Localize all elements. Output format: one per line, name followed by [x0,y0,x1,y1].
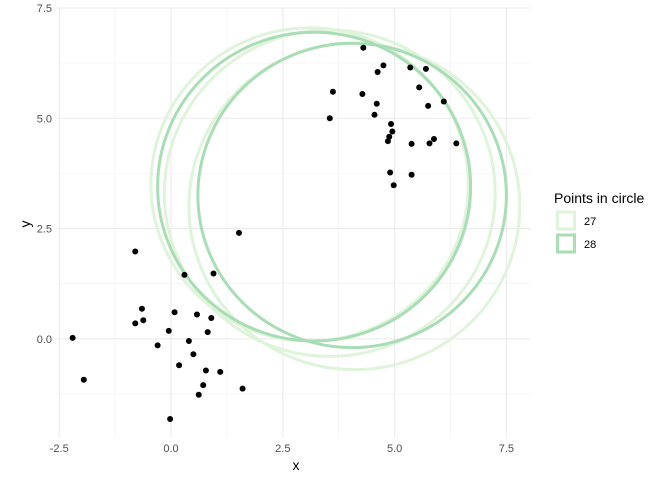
legend-key-28 [556,233,576,254]
data-point [210,270,217,277]
data-point [440,98,447,105]
circle-27 [162,28,497,358]
data-point [217,368,224,375]
data-point [426,140,433,147]
data-point [200,382,207,389]
data-point [193,311,200,318]
data-point [422,65,429,72]
x-axis-title: x [293,457,300,473]
data-point [80,376,87,383]
data-point [373,100,380,107]
x-tick-label: 7.5 [499,443,514,455]
data-point [185,337,192,344]
legend-key-27 [556,210,576,231]
data-point [195,391,202,398]
circles-layer [149,26,522,372]
data-point [204,329,211,336]
data-point [386,133,393,140]
data-point [425,102,432,109]
circle-28 [196,41,508,350]
data-point [380,62,387,69]
data-point [202,367,209,374]
data-point [239,385,246,392]
y-tick-label: 0.0 [37,334,52,346]
y-tick-label: 2.5 [37,224,52,236]
y-tick-label: 5.0 [37,113,52,125]
data-point [171,309,178,316]
data-point [408,171,415,178]
data-point [69,334,76,341]
data-point [360,44,367,51]
y-tick-label: 7.5 [37,3,52,15]
data-point [387,169,394,176]
data-point [132,320,139,327]
data-point [176,362,183,369]
data-point [388,120,395,127]
data-point [390,182,397,189]
y-axis-title: y [17,221,33,228]
data-point [154,342,161,349]
data-point [329,88,336,95]
data-point [167,416,174,423]
data-point [235,229,242,236]
data-point [407,64,414,71]
legend-label: 28 [584,239,596,251]
x-tick-label: -2.5 [50,443,69,455]
data-point [326,115,333,122]
data-point [453,140,460,147]
data-point [359,91,366,97]
points-layer [69,44,460,423]
data-point [140,317,147,324]
data-point [371,111,378,118]
legend-title: Points in circle [554,190,644,206]
x-axis-tick-labels: -2.5 0.0 2.5 5.0 7.5 [50,443,514,455]
legend-label: 27 [584,216,596,228]
circle-28 [156,30,473,343]
data-point [416,84,423,91]
data-point [181,271,188,278]
data-point [389,128,396,135]
legend: Points in circle 27 28 [554,190,644,254]
y-axis-tick-labels: 0.0 2.5 5.0 7.5 [37,3,52,346]
data-point [132,248,139,255]
x-tick-label: 0.0 [163,443,178,455]
data-point [208,315,215,322]
data-point [430,135,437,142]
x-tick-label: 5.0 [387,443,402,455]
data-point [165,327,172,334]
data-point [190,351,197,358]
data-point [408,140,415,147]
data-point [374,68,381,75]
data-point [138,305,145,312]
x-tick-label: 2.5 [275,443,290,455]
